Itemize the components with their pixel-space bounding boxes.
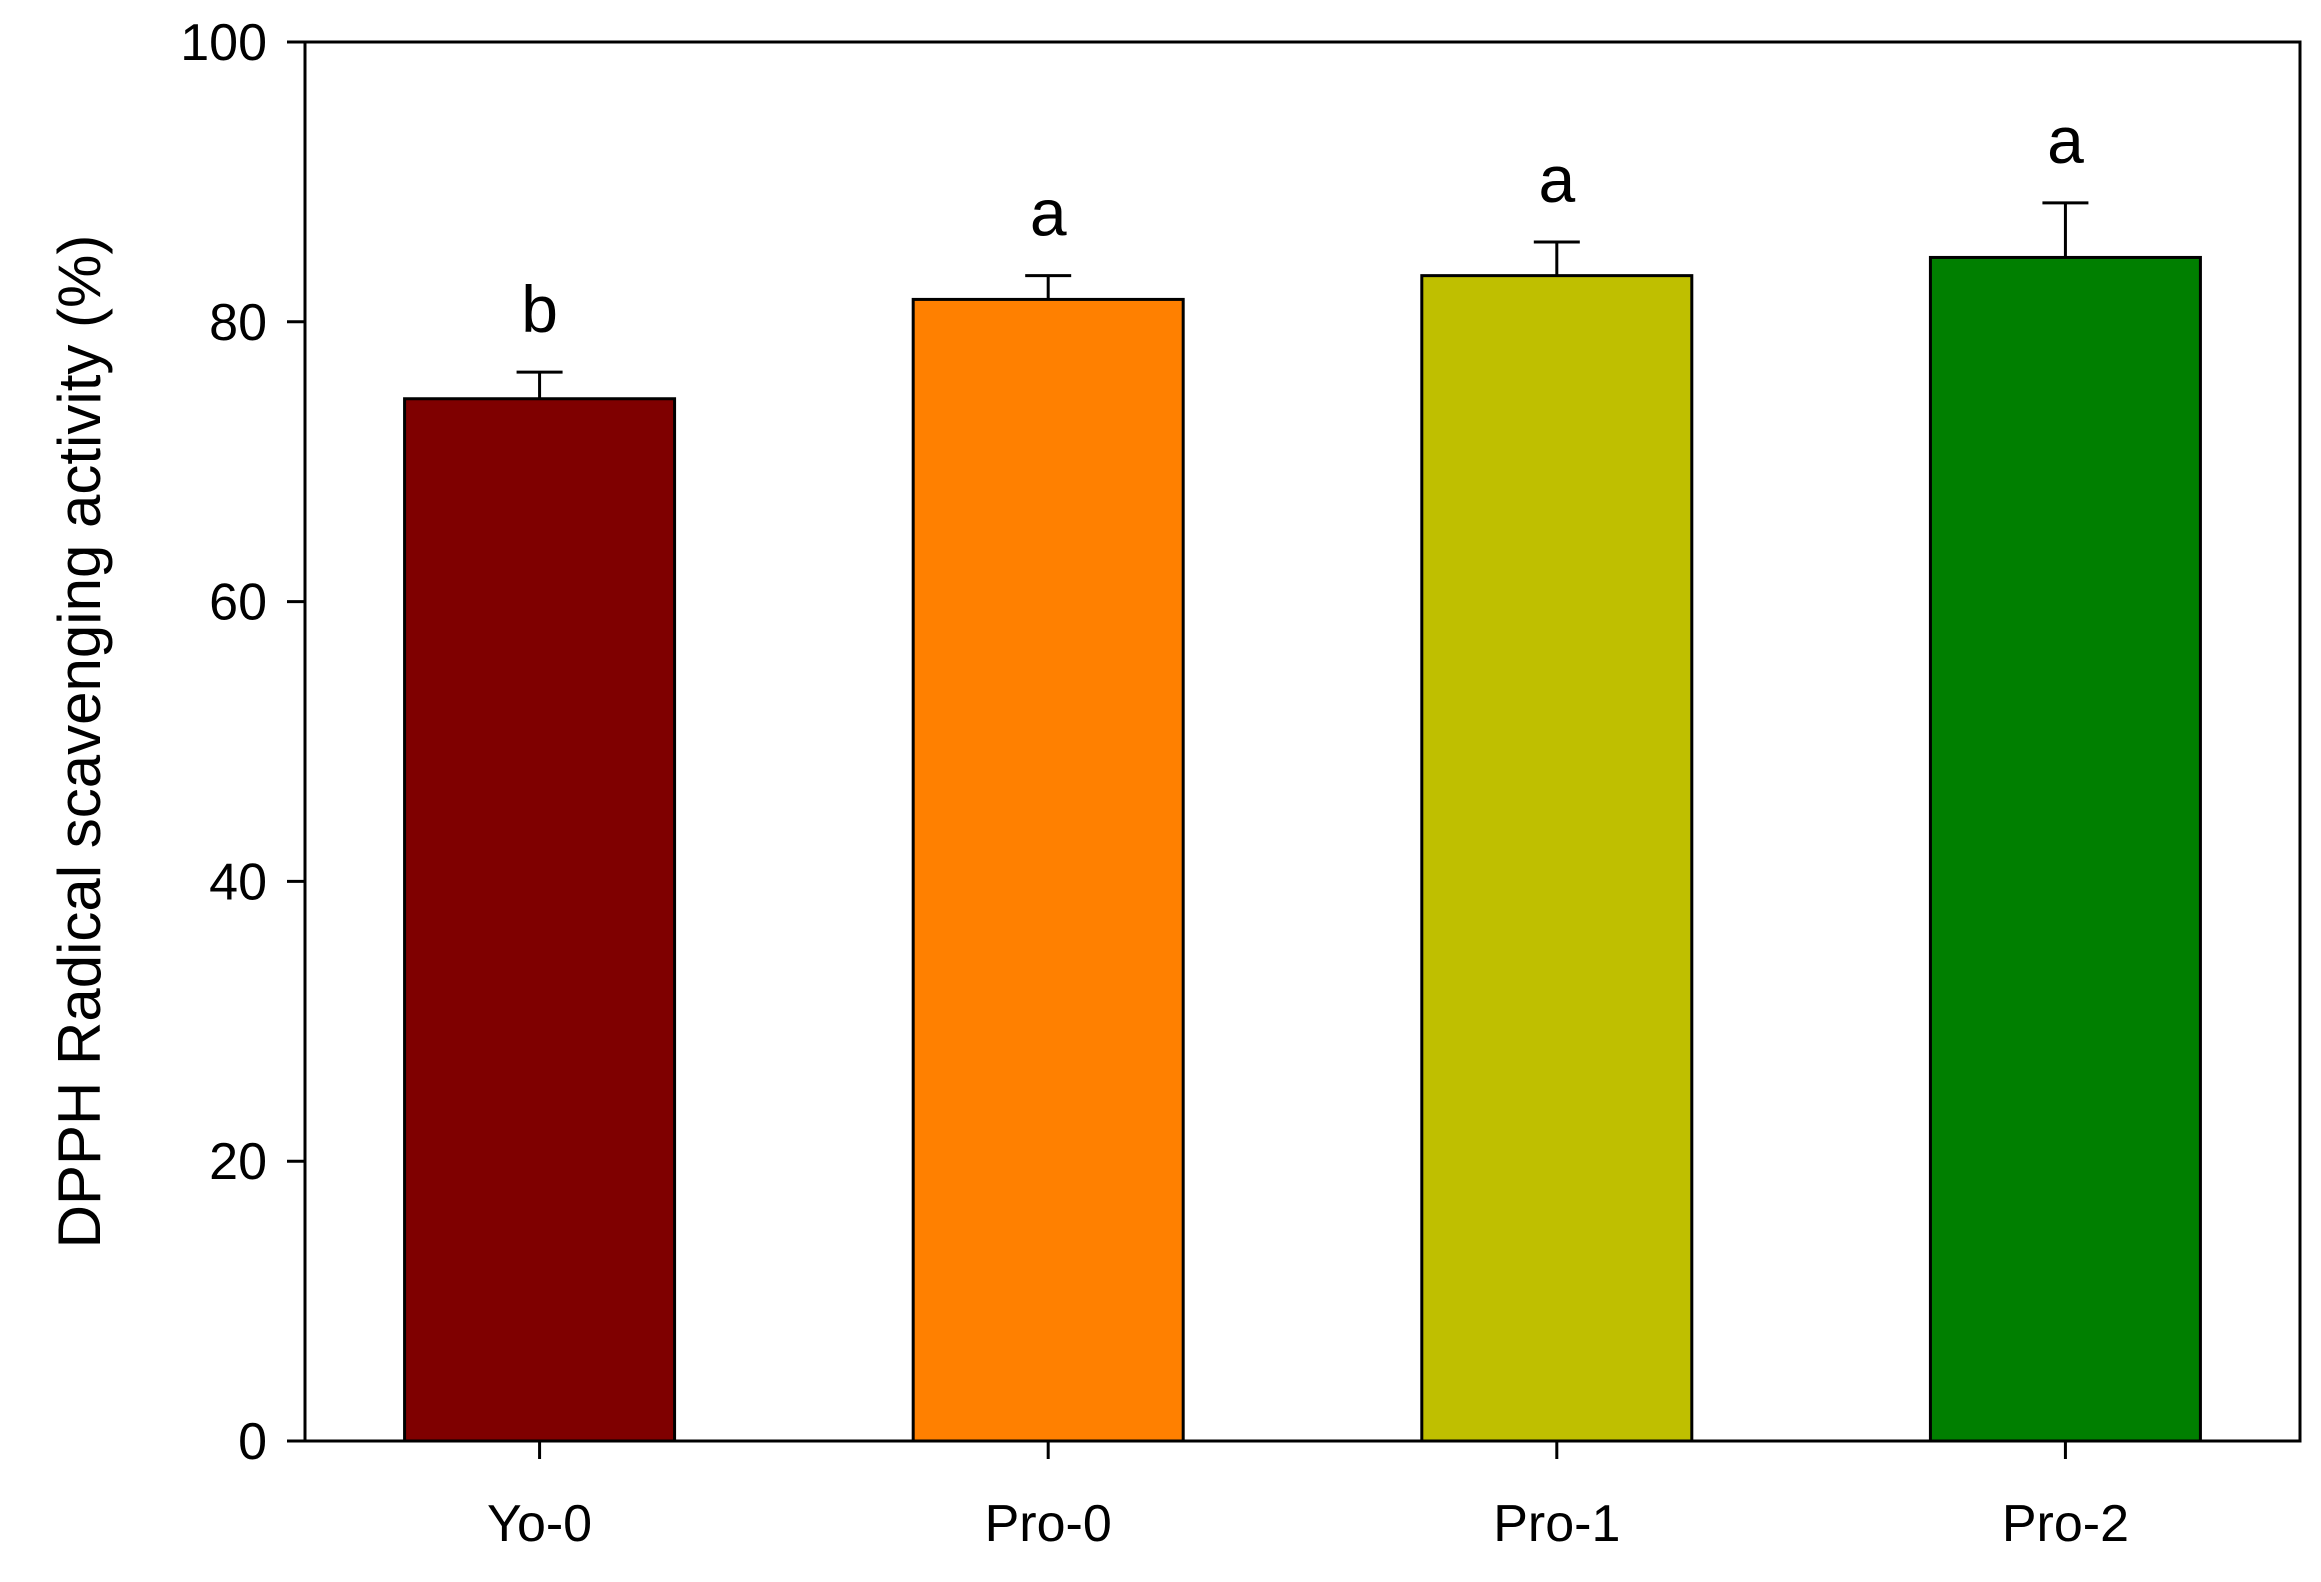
x-tick-label-yo-0: Yo-0 <box>487 1495 592 1553</box>
bar-pro-0 <box>911 297 1185 1443</box>
axes-layer <box>303 40 2302 1443</box>
bars-layer <box>403 255 2202 1443</box>
y-axis-label: DPPH Radical scavenging activity (%) <box>46 235 113 1249</box>
error-bars-layer <box>516 201 2089 399</box>
y-tick-label-20: 20 <box>209 1133 267 1191</box>
plot-frame <box>303 40 2302 1443</box>
y-tick-label-100: 100 <box>180 14 267 72</box>
x-tick-label-pro-0: Pro-0 <box>985 1495 1112 1553</box>
significance-label-yo-0: b <box>521 272 558 346</box>
bar-yo-0 <box>403 397 677 1443</box>
significance-label-pro-0: a <box>1030 176 1067 250</box>
x-tick-label-pro-1: Pro-1 <box>1493 1495 1620 1553</box>
significance-labels-layer: b a a a <box>521 103 2084 346</box>
bar-pro-2 <box>1928 255 2202 1443</box>
x-ticks-layer: Yo-0 Pro-0 Pro-1 Pro-2 <box>487 1441 2129 1553</box>
y-tick-label-0: 0 <box>238 1413 267 1471</box>
y-tick-label-40: 40 <box>209 853 267 911</box>
significance-label-pro-2: a <box>2047 103 2084 177</box>
bar-pro-1 <box>1420 274 1694 1443</box>
y-ticks-layer: 0 20 40 60 80 100 <box>180 14 305 1471</box>
y-tick-label-60: 60 <box>209 574 267 632</box>
significance-label-pro-1: a <box>1538 142 1575 216</box>
x-tick-label-pro-2: Pro-2 <box>2002 1495 2129 1553</box>
y-tick-label-80: 80 <box>209 294 267 352</box>
